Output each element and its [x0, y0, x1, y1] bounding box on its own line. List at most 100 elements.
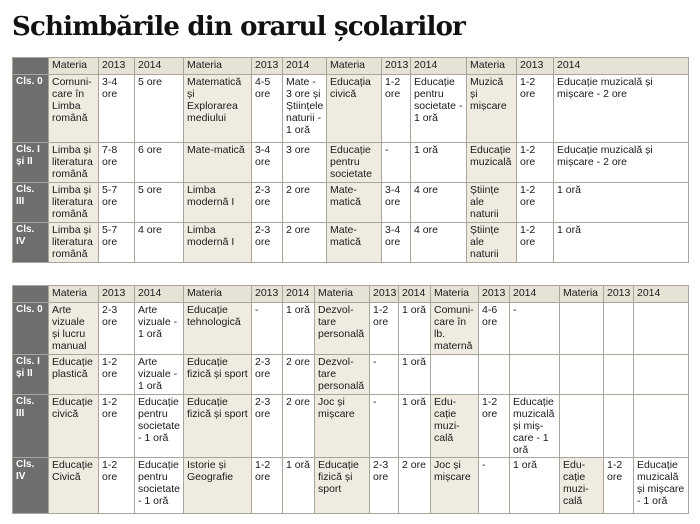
subject-cell: Limba și literatura română: [48, 222, 99, 263]
column-header: Materia: [326, 57, 382, 75]
table-cell: Educație pentru societate - 1 oră: [410, 74, 467, 143]
column-header: 2014: [410, 57, 467, 75]
column-header: 2014: [553, 57, 689, 75]
column-header: 2014: [282, 57, 327, 75]
table-cell: 1-2 ore: [98, 394, 135, 458]
table-cell: 5 ore: [134, 74, 184, 143]
table-cell: 1-2 ore: [478, 394, 510, 458]
subject-cell: Limba și literatura română: [48, 182, 99, 223]
column-header: 2013: [369, 285, 399, 303]
column-header: 2013: [478, 285, 510, 303]
table-cell: 7-8 ore: [98, 142, 135, 183]
table-cell: 3-4 ore: [381, 222, 411, 263]
table-cell: 2 ore: [398, 457, 431, 514]
table-cell: Educație muzicală și mișcare - 1 oră: [633, 457, 689, 514]
table-cell: [559, 394, 604, 458]
table-cell: 5 ore: [134, 182, 184, 223]
column-header: 2014: [509, 285, 560, 303]
table-cell: -: [369, 394, 399, 458]
table-cell: 3-4 ore: [98, 74, 135, 143]
header-row: Materia 2013 2014 Materia 2013 2014 Materia 201…: [12, 57, 689, 75]
table-cell: 5-7 ore: [98, 182, 135, 223]
table-cell: 2-3 ore: [369, 457, 399, 514]
subject-cell: Mate-matică: [326, 182, 382, 223]
subject-cell: Educație fizică și sport: [183, 354, 252, 395]
class-label: Cls. IV: [12, 457, 49, 514]
table-cell: 2-3 ore: [251, 354, 283, 395]
table-cell: 1 oră: [553, 222, 689, 263]
table-cell: 3 ore: [282, 142, 327, 183]
table-row: Cls. III Limba și literatura română 5-7 or…: [12, 182, 689, 223]
table-cell: 1-2 ore: [603, 457, 634, 514]
subject-cell: Mate-matică: [326, 222, 382, 263]
table-cell: 4-5 ore: [251, 74, 283, 143]
table-cell: Mate - 3 ore și Științele naturii - 1 or…: [282, 74, 327, 143]
class-label: Cls. 0: [12, 302, 49, 355]
table-cell: [603, 394, 634, 458]
table-cell: 1-2 ore: [516, 142, 554, 183]
table-cell: Educație pentru societate - 1 oră: [134, 394, 184, 458]
table-cell: 1 oră: [553, 182, 689, 223]
table-cell: 2-3 ore: [98, 302, 135, 355]
column-header: 2014: [633, 285, 689, 303]
table-cell: -: [478, 457, 510, 514]
table-row: Cls. 0 Comuni-care în Limba română 3-4 ore…: [12, 74, 689, 143]
class-label: Cls. I și II: [12, 354, 49, 395]
column-header: 2013: [251, 285, 283, 303]
table-cell: 1 oră: [410, 142, 467, 183]
table-row: Cls. I și II Educație plastică 1-2 ore Arte…: [12, 354, 689, 395]
column-header: 2014: [134, 285, 184, 303]
table-cell: 1-2 ore: [516, 182, 554, 223]
class-label: Cls. I și II: [12, 142, 49, 183]
table-cell: 2 ore: [282, 222, 327, 263]
table-cell: [478, 354, 510, 395]
table-cell: 1-2 ore: [516, 222, 554, 263]
table-cell: 6 ore: [134, 142, 184, 183]
table-cell: 4 ore: [134, 222, 184, 263]
subject-cell: Edu-cație muzi-cală: [430, 394, 479, 458]
table-cell: [559, 354, 604, 395]
subject-cell: Educație plastică: [48, 354, 99, 395]
table-cell: 3-4 ore: [381, 182, 411, 223]
table-cell: 4-6 ore: [478, 302, 510, 355]
subject-cell: Joc și mișcare: [430, 457, 479, 514]
subject-cell: Limba modernă I: [183, 222, 252, 263]
subject-cell: Științe ale naturii: [466, 182, 517, 223]
table-cell: 3-4 ore: [251, 142, 283, 183]
table-cell: 1 oră: [282, 457, 315, 514]
column-header: Materia: [430, 285, 479, 303]
subject-cell: Istorie și Geografie: [183, 457, 252, 514]
table-row: Cls. 0 Arte vizuale și lucru manual 2-3 or…: [12, 302, 689, 355]
table-cell: 1 oră: [398, 354, 431, 395]
table-cell: 1-2 ore: [381, 74, 411, 143]
subject-cell: Educație civică: [48, 394, 99, 458]
column-header: Materia: [559, 285, 604, 303]
table-cell: Educație pentru societate - 1 oră: [134, 457, 184, 514]
table-cell: 1 oră: [398, 394, 431, 458]
table-row: Cls. III Educație civică 1-2 ore Educație p…: [12, 394, 689, 458]
table-cell: [603, 354, 634, 395]
table-cell: 1-2 ore: [98, 457, 135, 514]
page-title: Schimbările din orarul școlarilor: [12, 12, 466, 42]
subject-cell: Limba și literatura română: [48, 142, 99, 183]
table-cell: 2-3 ore: [251, 394, 283, 458]
subject-cell: Limba modernă I: [183, 182, 252, 223]
table-cell: 5-7 ore: [98, 222, 135, 263]
table-cell: Arte vizuale - 1 oră: [134, 354, 184, 395]
table-row: Cls. I și II Limba și literatura română 7-…: [12, 142, 689, 183]
column-header: Materia: [466, 57, 517, 75]
table-cell: 4 ore: [410, 222, 467, 263]
table-cell: 1-2 ore: [516, 74, 554, 143]
table-cell: -: [369, 354, 399, 395]
subject-cell: Educație tehnologică: [183, 302, 252, 355]
schedule-table-1: Materia 2013 2014 Materia 2013 2014 Materia 201…: [12, 57, 689, 263]
table-cell: [559, 302, 604, 355]
subject-cell: Comuni-care în Limba română: [48, 74, 99, 143]
subject-cell: Mate-matică: [183, 142, 252, 183]
subject-cell: Muzică și mișcare: [466, 74, 517, 143]
table-cell: 2 ore: [282, 182, 327, 223]
table-cell: 1 oră: [282, 302, 315, 355]
table-row: Cls. IV Limba și literatura română 5-7 ore…: [12, 222, 689, 263]
column-header: 2013: [98, 57, 135, 75]
table-cell: 2 ore: [282, 354, 315, 395]
